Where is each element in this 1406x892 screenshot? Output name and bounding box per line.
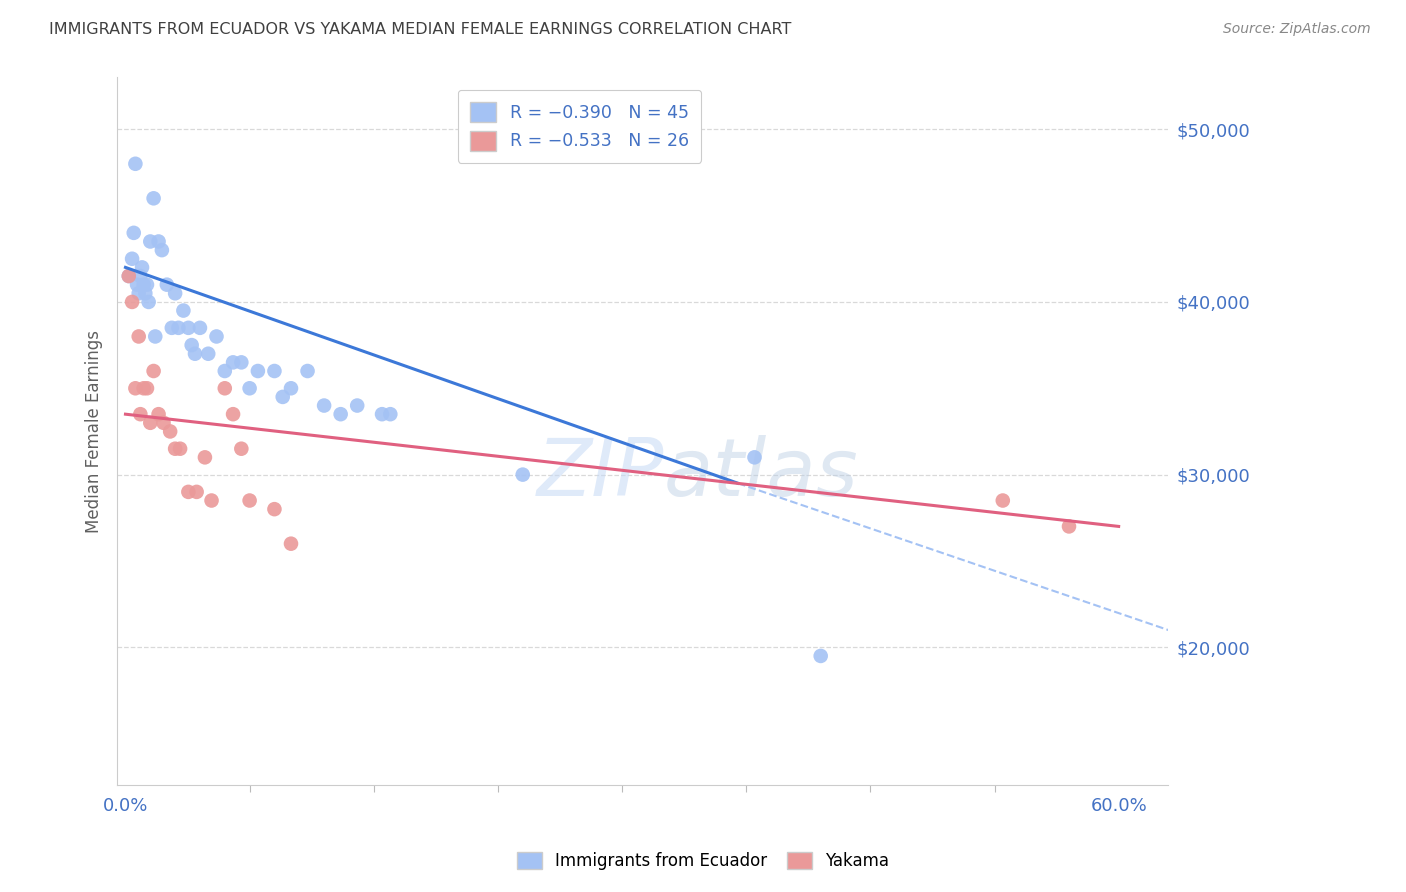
Point bbox=[222, 355, 245, 369]
Point bbox=[177, 484, 200, 499]
Point bbox=[186, 484, 208, 499]
Point bbox=[280, 537, 302, 551]
Point bbox=[132, 277, 155, 292]
Text: ZIP: ZIP bbox=[537, 435, 664, 513]
Point bbox=[129, 268, 152, 283]
Point bbox=[165, 286, 187, 301]
Point bbox=[142, 364, 165, 378]
Text: IMMIGRANTS FROM ECUADOR VS YAKAMA MEDIAN FEMALE EARNINGS CORRELATION CHART: IMMIGRANTS FROM ECUADOR VS YAKAMA MEDIAN… bbox=[49, 22, 792, 37]
Point bbox=[138, 294, 160, 309]
Point bbox=[214, 364, 236, 378]
Point bbox=[136, 277, 159, 292]
Text: atlas: atlas bbox=[664, 435, 859, 513]
Point bbox=[143, 329, 166, 343]
Point bbox=[194, 450, 217, 465]
Point bbox=[371, 407, 394, 421]
Point bbox=[136, 381, 159, 395]
Point bbox=[128, 329, 150, 343]
Point bbox=[231, 442, 253, 456]
Point bbox=[200, 493, 222, 508]
Point bbox=[246, 364, 269, 378]
Point bbox=[263, 364, 285, 378]
Point bbox=[197, 347, 219, 361]
Point bbox=[172, 303, 194, 318]
Point bbox=[139, 416, 162, 430]
Legend: Immigrants from Ecuador, Yakama: Immigrants from Ecuador, Yakama bbox=[510, 845, 896, 877]
Point bbox=[167, 321, 190, 335]
Point bbox=[512, 467, 534, 482]
Point bbox=[118, 268, 141, 283]
Point bbox=[124, 157, 146, 171]
Point bbox=[188, 321, 211, 335]
Point bbox=[744, 450, 766, 465]
Point bbox=[159, 425, 181, 439]
Point bbox=[231, 355, 253, 369]
Point bbox=[142, 191, 165, 205]
Point bbox=[297, 364, 319, 378]
Point bbox=[380, 407, 402, 421]
Point bbox=[991, 493, 1014, 508]
Point bbox=[214, 381, 236, 395]
Point bbox=[314, 399, 336, 413]
Point bbox=[148, 407, 170, 421]
Point bbox=[132, 381, 155, 395]
Point bbox=[1057, 519, 1080, 533]
Point bbox=[121, 252, 143, 266]
Point bbox=[150, 243, 173, 257]
Point bbox=[169, 442, 191, 456]
Point bbox=[165, 442, 187, 456]
Point bbox=[122, 226, 145, 240]
Point bbox=[152, 416, 174, 430]
Point bbox=[280, 381, 302, 395]
Point bbox=[271, 390, 294, 404]
Point bbox=[239, 381, 262, 395]
Point bbox=[131, 260, 153, 275]
Legend: R = −0.390   N = 45, R = −0.533   N = 26: R = −0.390 N = 45, R = −0.533 N = 26 bbox=[458, 90, 702, 162]
Point bbox=[222, 407, 245, 421]
Point bbox=[118, 268, 141, 283]
Point bbox=[125, 277, 148, 292]
Point bbox=[129, 407, 152, 421]
Point bbox=[128, 286, 150, 301]
Point bbox=[139, 235, 162, 249]
Point bbox=[134, 286, 156, 301]
Point bbox=[810, 648, 832, 663]
Point bbox=[121, 294, 143, 309]
Point bbox=[205, 329, 228, 343]
Point bbox=[346, 399, 368, 413]
Point bbox=[180, 338, 202, 352]
Y-axis label: Median Female Earnings: Median Female Earnings bbox=[86, 330, 103, 533]
Text: Source: ZipAtlas.com: Source: ZipAtlas.com bbox=[1223, 22, 1371, 37]
Point bbox=[184, 347, 207, 361]
Point bbox=[329, 407, 352, 421]
Point bbox=[239, 493, 262, 508]
Point bbox=[263, 502, 285, 516]
Point bbox=[124, 381, 146, 395]
Point bbox=[148, 235, 170, 249]
Point bbox=[160, 321, 183, 335]
Point bbox=[177, 321, 200, 335]
Point bbox=[156, 277, 179, 292]
